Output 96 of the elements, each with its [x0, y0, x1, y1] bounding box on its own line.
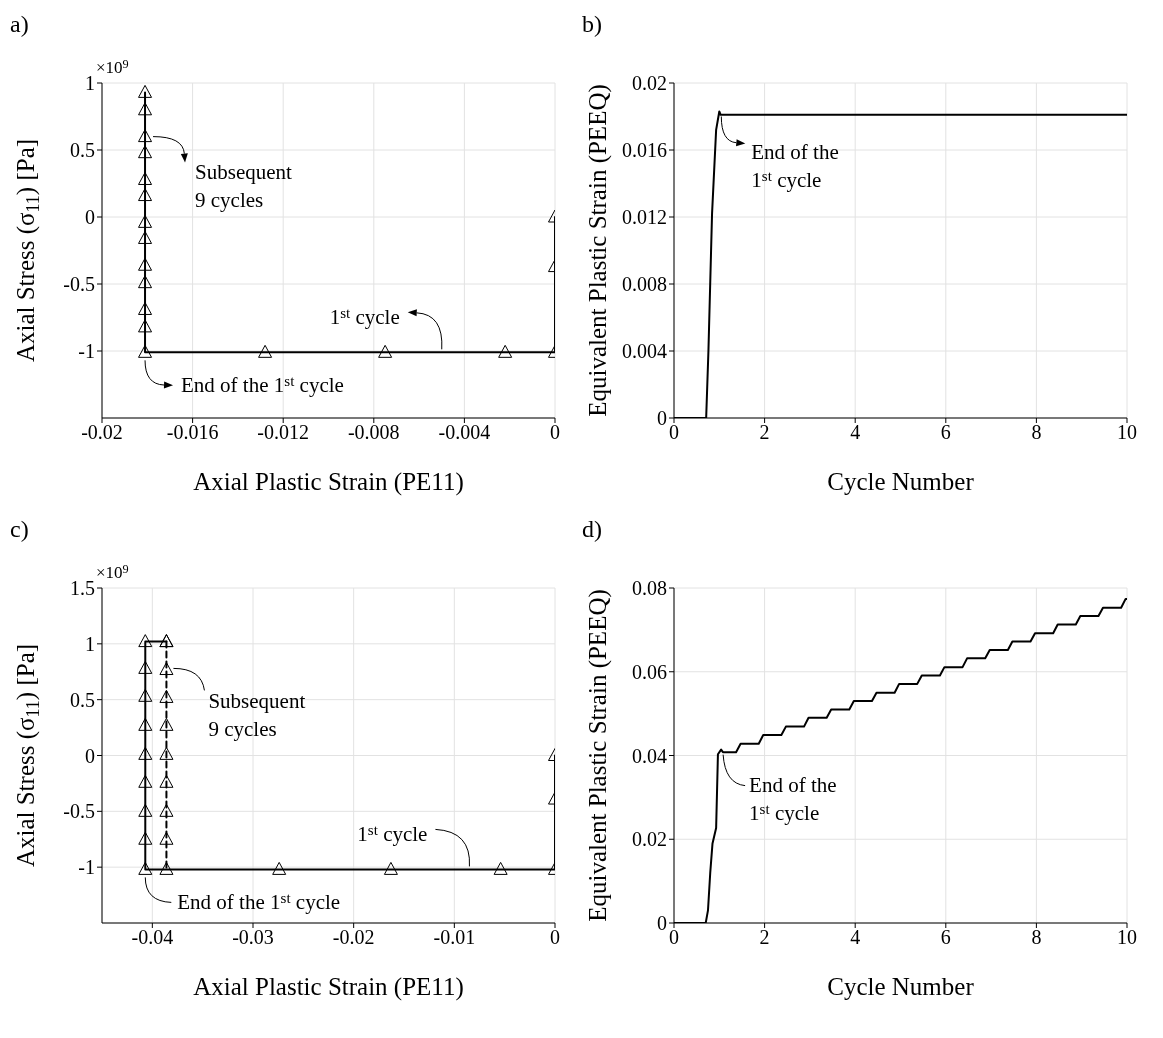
y-tick-label: 0	[85, 744, 95, 767]
annotation: End of the 1$^{st}$ cycle	[751, 140, 839, 193]
x-tick-label: 6	[940, 421, 951, 444]
x-axis-title: Axial Plastic Strain (PE11)	[193, 468, 464, 496]
point	[138, 803, 153, 817]
annotation: End of the 1$^{st}$ cycle	[177, 890, 341, 915]
point	[159, 662, 174, 676]
annotation: 1$^{st}$ cycle	[329, 305, 400, 330]
point	[138, 344, 153, 358]
y-tick-label: 1	[85, 72, 95, 95]
point	[138, 257, 153, 271]
chart-title: c)	[10, 516, 29, 542]
x-tick-label: 8	[1031, 926, 1042, 949]
point	[138, 831, 153, 845]
y-tick-label: 0.016	[622, 139, 667, 162]
y-axis-title: Equivalent Plastic Strain (PEEQ)	[584, 84, 612, 417]
point	[138, 861, 153, 875]
point	[159, 717, 174, 731]
text: ×10$^{9}$	[96, 562, 129, 582]
x-tick-label: -0.012	[257, 421, 310, 444]
x-tick-label: 2	[759, 926, 770, 949]
x-tick-label: 0	[550, 926, 560, 949]
x-tick-label: 8	[1031, 421, 1042, 444]
point	[138, 774, 153, 788]
point	[138, 717, 153, 731]
x-tick-label: 4	[850, 926, 861, 949]
point	[159, 774, 174, 788]
point	[138, 84, 153, 98]
chart-title: b)	[582, 11, 602, 37]
y-tick-label: -0.5	[63, 800, 95, 823]
point	[138, 319, 153, 333]
y-tick-label: 1.5	[70, 577, 95, 600]
chart-title: d)	[582, 516, 602, 542]
point	[159, 831, 174, 845]
y-tick-label: 0	[657, 407, 667, 430]
x-tick-label: -0.01	[433, 926, 476, 949]
x-tick-label: -0.02	[332, 926, 375, 949]
x-tick-label: -0.04	[131, 926, 174, 949]
x-tick-label: 10	[1117, 421, 1137, 444]
y-tick-label: 0.5	[70, 139, 95, 162]
point	[138, 102, 153, 116]
point	[138, 660, 153, 674]
text: ×10$^{9}$	[96, 57, 129, 77]
y-tick-label: 1	[85, 632, 95, 655]
y-tick-label: -1	[78, 856, 95, 879]
x-tick-label: -0.004	[438, 421, 491, 444]
point	[258, 344, 273, 358]
x-tick-label: 4	[850, 421, 861, 444]
y-tick-label: 0.004	[622, 340, 667, 363]
point	[138, 171, 153, 185]
point	[138, 275, 153, 289]
point	[138, 129, 153, 143]
annotation: Subsequent 9 cycles	[208, 689, 306, 742]
point	[159, 803, 174, 817]
x-tick-label: -0.02	[81, 421, 123, 444]
y-tick-label: 0.5	[70, 688, 95, 711]
point	[159, 746, 174, 760]
point	[138, 688, 153, 702]
x-tick-label: 0	[550, 421, 560, 444]
x-axis-title: Cycle Number	[827, 973, 975, 1000]
point	[138, 634, 153, 648]
annotation: End of the 1$^{st}$ cycle	[181, 373, 344, 398]
x-tick-label: -0.016	[166, 421, 219, 444]
y-tick-label: 0.06	[632, 660, 667, 683]
y-tick-label: -1	[78, 340, 95, 363]
x-tick-label: 2	[759, 421, 770, 444]
x-tick-label: 10	[1117, 926, 1137, 949]
point	[159, 861, 174, 875]
x-tick-label: -0.03	[232, 926, 274, 949]
y-axis-title: Equivalent Plastic Strain (PEEQ)	[584, 589, 612, 922]
y-tick-label: 0.008	[622, 273, 667, 296]
x-axis-title: Cycle Number	[827, 468, 975, 495]
y-tick-label: 0.012	[622, 206, 667, 229]
x-tick-label: -0.008	[347, 421, 400, 444]
point	[383, 861, 398, 875]
chart-title: a)	[10, 11, 29, 37]
annotation: End of the 1$^{st}$ cycle	[749, 772, 837, 825]
y-tick-label: 0.02	[632, 828, 667, 851]
x-tick-label: 6	[940, 926, 951, 949]
y-tick-label: 0	[657, 912, 667, 935]
point	[138, 230, 153, 244]
point	[138, 145, 153, 159]
annotation: Subsequent 9 cycles	[195, 159, 293, 212]
y-tick-label: -0.5	[63, 273, 95, 296]
x-axis-title: Axial Plastic Strain (PE11)	[193, 973, 464, 1001]
point	[138, 214, 153, 228]
y-tick-label: 0.04	[632, 744, 667, 767]
point	[138, 746, 153, 760]
y-tick-label: 0.02	[632, 72, 667, 95]
y-tick-label: 0	[85, 206, 95, 229]
point	[159, 689, 174, 703]
annotation: 1$^{st}$ cycle	[357, 822, 428, 847]
point	[272, 861, 287, 875]
point	[138, 301, 153, 315]
y-tick-label: 0.08	[632, 577, 667, 600]
point	[138, 188, 153, 202]
